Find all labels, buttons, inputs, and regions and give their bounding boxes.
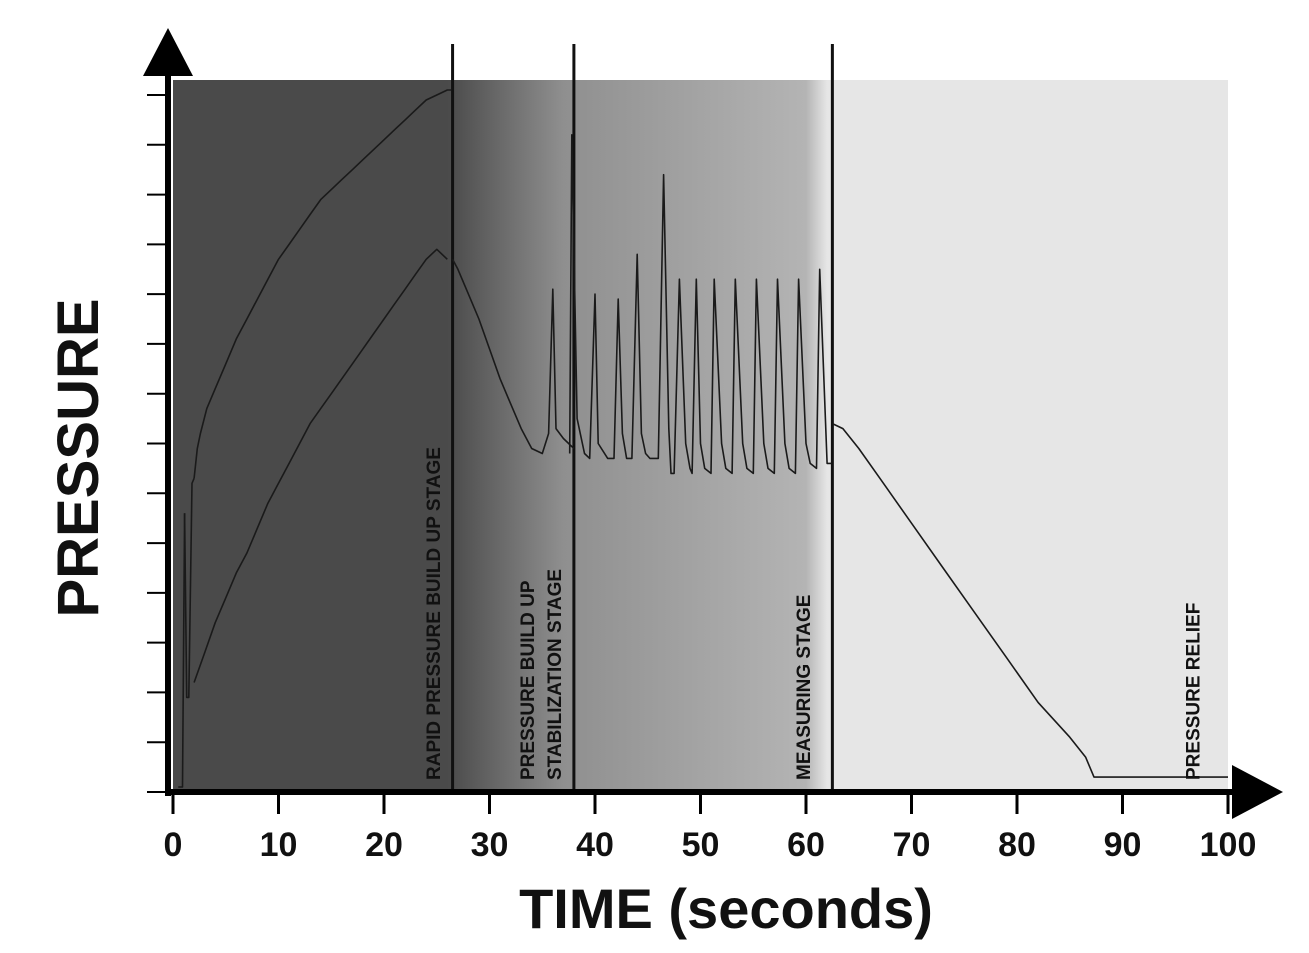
pressure-line-segment: [193, 89, 452, 479]
x-axis: [165, 765, 1283, 819]
x-tick-label: 80: [998, 826, 1036, 864]
pressure-series: [178, 89, 1228, 788]
stage-label: RAPID PRESSURE BUILD UP STAGE: [424, 447, 445, 780]
y-axis-arrow: [143, 28, 193, 76]
pressure-line-segment: [451, 258, 575, 455]
stage-label: PRESSURE BUILD UP: [518, 580, 539, 780]
x-tick-label: 20: [365, 826, 403, 864]
pressure-line-segment: [832, 422, 1228, 778]
stage-label: STABILIZATION STAGE: [545, 569, 566, 780]
x-tick-label: 100: [1200, 826, 1257, 864]
x-tick-label: 10: [260, 826, 298, 864]
y-axis: [143, 28, 193, 796]
x-tick-label: 60: [787, 826, 825, 864]
x-tick-label: 40: [576, 826, 614, 864]
x-tick-labels: 0 10 20 30 40 50 60 70 80 90 100: [164, 792, 1257, 864]
stage-label: PRESSURE RELIEF: [1184, 603, 1205, 780]
stage-labels: RAPID PRESSURE BUILD UP STAGE PRESSURE BU…: [424, 447, 1205, 780]
x-tick-label: 70: [893, 826, 931, 864]
pressure-line-segment: [183, 477, 195, 699]
y-axis-title: PRESSURE: [46, 298, 111, 617]
pressure-line-segment: [193, 248, 448, 683]
stage-label: MEASURING STAGE: [794, 595, 815, 780]
x-tick-label: 30: [471, 826, 509, 864]
pressure-line-segment: [178, 513, 186, 788]
x-axis-title: TIME (seconds): [519, 877, 933, 940]
x-tick-label: 50: [682, 826, 720, 864]
stage-boundary-lines: [451, 44, 834, 792]
pressure-line-segment: [568, 134, 832, 475]
x-tick-label: 90: [1104, 826, 1142, 864]
x-axis-arrow: [1232, 765, 1283, 819]
x-tick-label: 0: [164, 826, 183, 864]
